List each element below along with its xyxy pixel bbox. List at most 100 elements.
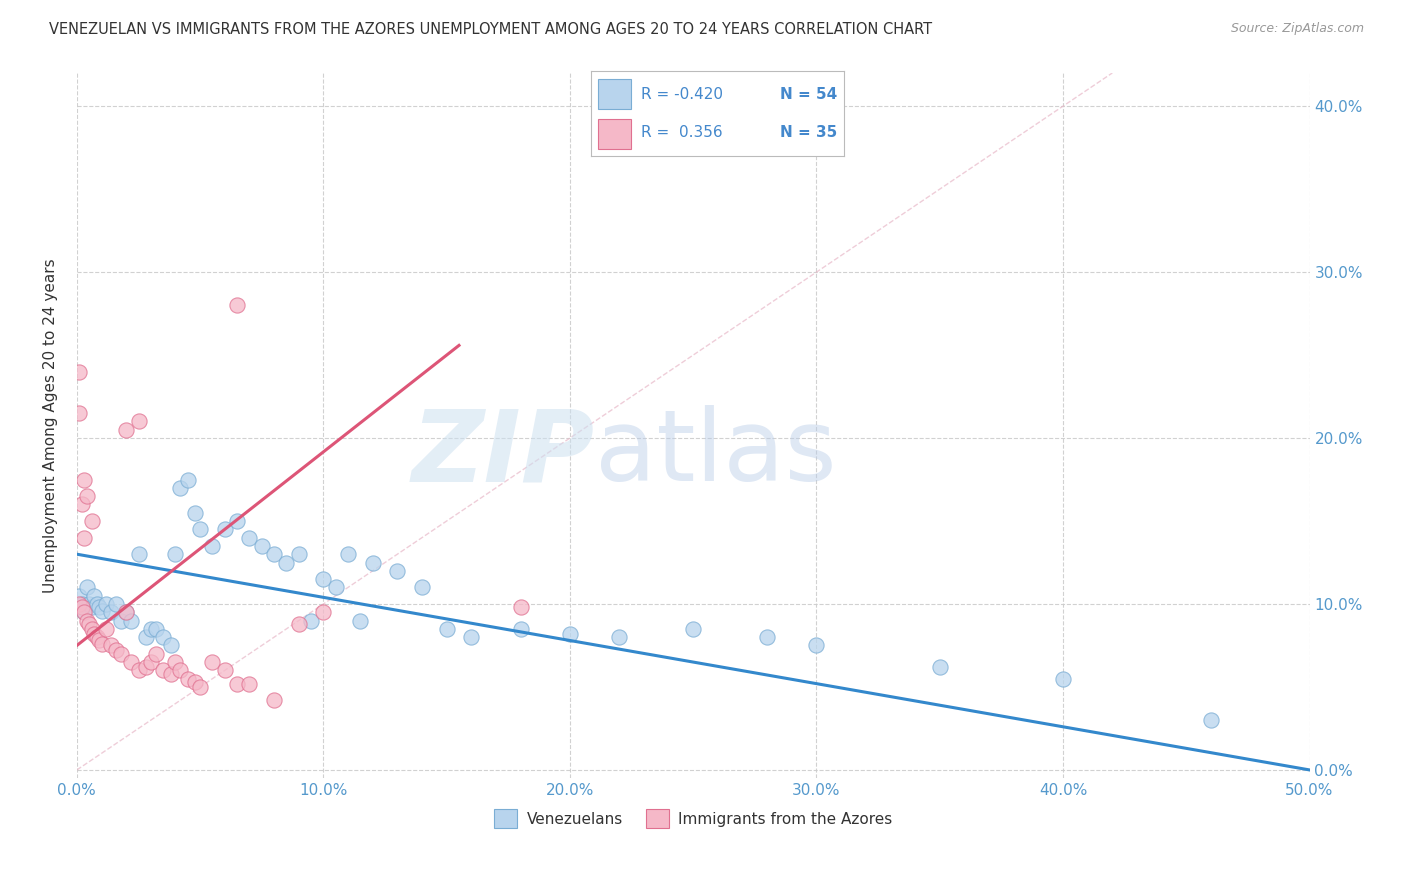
- FancyBboxPatch shape: [598, 79, 631, 110]
- Point: [100, 639, 122, 653]
- Point: [756, 630, 779, 644]
- FancyBboxPatch shape: [598, 119, 631, 149]
- Point: [201, 655, 224, 669]
- Point: [90, 604, 112, 618]
- Point: [145, 647, 167, 661]
- Point: [86, 630, 108, 644]
- Point: [67, 589, 90, 603]
- Point: [558, 627, 581, 641]
- Text: atlas: atlas: [595, 405, 837, 502]
- Point: [139, 655, 162, 669]
- Point: [387, 564, 409, 578]
- Point: [184, 506, 207, 520]
- Text: Source: ZipAtlas.com: Source: ZipAtlas.com: [1230, 22, 1364, 36]
- Point: [169, 664, 191, 678]
- Point: [607, 630, 630, 644]
- Point: [177, 473, 200, 487]
- Point: [70, 597, 93, 611]
- Point: [135, 630, 157, 644]
- Point: [337, 547, 360, 561]
- Point: [80, 622, 103, 636]
- Point: [128, 664, 150, 678]
- Point: [67, 365, 90, 379]
- Point: [96, 622, 118, 636]
- Point: [361, 556, 384, 570]
- Point: [115, 605, 138, 619]
- Point: [238, 531, 260, 545]
- Point: [411, 581, 433, 595]
- Point: [115, 423, 138, 437]
- Point: [73, 605, 96, 619]
- Point: [135, 660, 157, 674]
- Point: [250, 539, 273, 553]
- Text: R =  0.356: R = 0.356: [641, 125, 723, 140]
- Text: N = 54: N = 54: [780, 87, 838, 102]
- Point: [188, 680, 211, 694]
- Point: [128, 547, 150, 561]
- Point: [145, 622, 167, 636]
- Point: [188, 522, 211, 536]
- Point: [159, 666, 181, 681]
- Point: [120, 655, 142, 669]
- Point: [214, 522, 236, 536]
- Point: [152, 630, 174, 644]
- Point: [263, 547, 285, 561]
- Point: [1052, 672, 1074, 686]
- Point: [312, 605, 335, 619]
- Point: [184, 675, 207, 690]
- Point: [87, 600, 110, 615]
- Point: [87, 633, 110, 648]
- Point: [67, 597, 90, 611]
- Point: [226, 514, 249, 528]
- Point: [509, 600, 531, 615]
- Point: [238, 676, 260, 690]
- Point: [276, 556, 298, 570]
- Point: [128, 414, 150, 428]
- Text: ZIP: ZIP: [412, 405, 595, 502]
- Point: [349, 614, 371, 628]
- Point: [67, 406, 90, 420]
- Point: [165, 655, 187, 669]
- Point: [77, 616, 100, 631]
- Point: [287, 616, 309, 631]
- Point: [70, 497, 93, 511]
- Point: [226, 676, 249, 690]
- Point: [76, 489, 98, 503]
- Point: [120, 614, 142, 628]
- Point: [263, 693, 285, 707]
- Point: [110, 647, 132, 661]
- Point: [1199, 713, 1222, 727]
- Point: [682, 622, 704, 636]
- Point: [165, 547, 187, 561]
- Text: VENEZUELAN VS IMMIGRANTS FROM THE AZORES UNEMPLOYMENT AMONG AGES 20 TO 24 YEARS : VENEZUELAN VS IMMIGRANTS FROM THE AZORES…: [49, 22, 932, 37]
- Point: [90, 637, 112, 651]
- Point: [152, 664, 174, 678]
- Point: [70, 600, 93, 615]
- Y-axis label: Unemployment Among Ages 20 to 24 years: Unemployment Among Ages 20 to 24 years: [44, 259, 58, 593]
- Point: [96, 597, 118, 611]
- Point: [76, 614, 98, 628]
- Point: [73, 531, 96, 545]
- Point: [159, 639, 181, 653]
- Point: [214, 664, 236, 678]
- Point: [226, 298, 249, 312]
- Point: [928, 660, 950, 674]
- Point: [76, 581, 98, 595]
- Point: [77, 597, 100, 611]
- Point: [201, 539, 224, 553]
- Text: R = -0.420: R = -0.420: [641, 87, 723, 102]
- Point: [110, 614, 132, 628]
- Point: [509, 622, 531, 636]
- Point: [299, 614, 322, 628]
- Point: [105, 597, 128, 611]
- Point: [73, 605, 96, 619]
- Point: [169, 481, 191, 495]
- Point: [287, 547, 309, 561]
- Point: [806, 639, 828, 653]
- Point: [80, 600, 103, 615]
- Point: [100, 605, 122, 619]
- Point: [105, 643, 128, 657]
- Point: [460, 630, 482, 644]
- Legend: Venezuelans, Immigrants from the Azores: Venezuelans, Immigrants from the Azores: [488, 803, 898, 834]
- Text: N = 35: N = 35: [780, 125, 838, 140]
